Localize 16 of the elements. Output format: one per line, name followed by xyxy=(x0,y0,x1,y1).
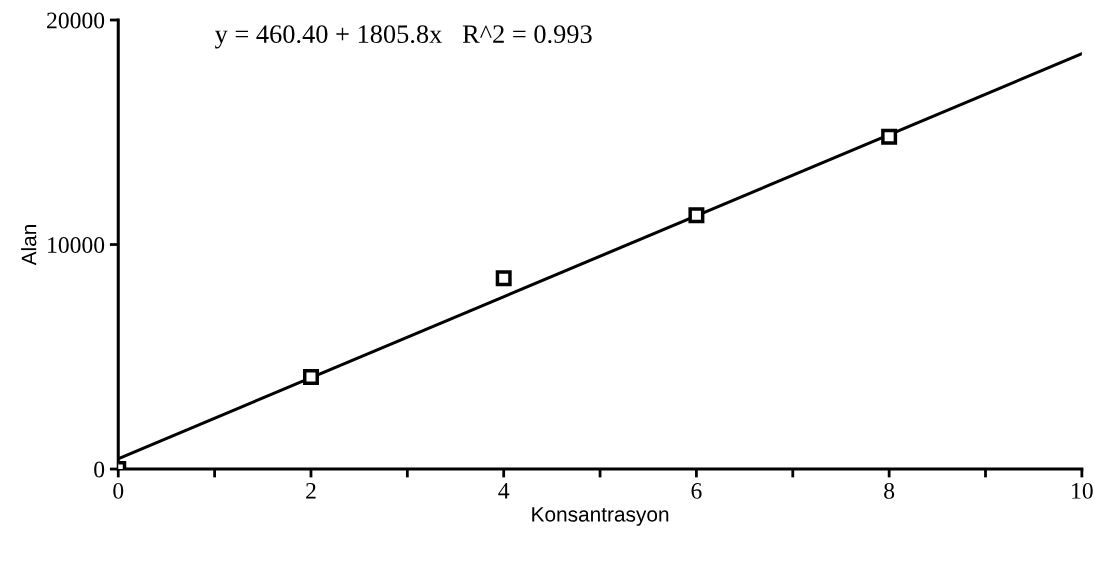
x-tick-label: 2 xyxy=(306,482,316,499)
point xyxy=(302,369,319,385)
point xyxy=(688,207,705,224)
y-axis-title: Alan xyxy=(21,225,37,266)
x-tick-label: 4 xyxy=(498,483,510,499)
x-tick-label: 10 xyxy=(1072,482,1093,499)
annotation: y = 460.40 + 1805.8x R^2 = 0.993 xyxy=(214,25,592,49)
point xyxy=(881,128,898,145)
x-tick-label: 8 xyxy=(884,482,895,499)
x-tick-label: 0 xyxy=(113,482,124,499)
x-tick-label: 6 xyxy=(691,482,702,499)
x-axis-title: Konsantrasyon xyxy=(532,507,669,526)
point xyxy=(495,270,512,287)
y-tick-label: 0 xyxy=(94,461,105,478)
y-tick-label: 20000 xyxy=(47,12,105,29)
y-tick-label: 10000 xyxy=(48,237,105,253)
